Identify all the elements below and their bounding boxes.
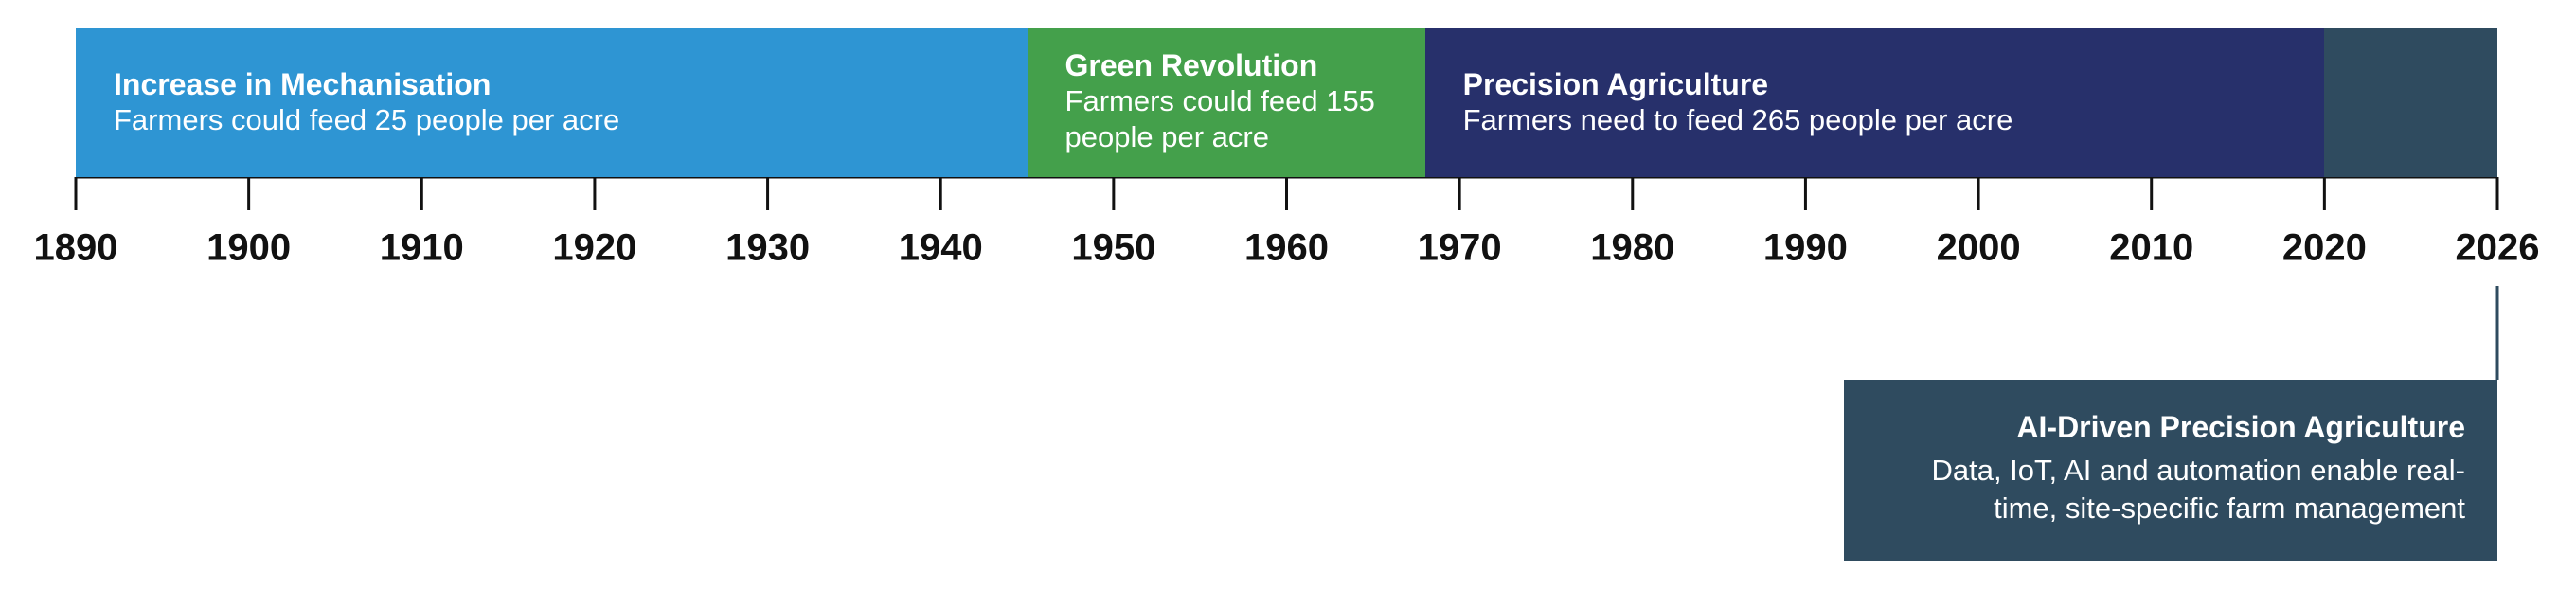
x-tick-label: 2000 bbox=[1937, 227, 2021, 269]
era-title: Green Revolution bbox=[1064, 48, 1318, 82]
x-tick-label: 1920 bbox=[552, 227, 636, 269]
x-tick-label: 1990 bbox=[1763, 227, 1848, 269]
x-tick-label: 1950 bbox=[1071, 227, 1155, 269]
x-tick-label: 2026 bbox=[2456, 227, 2540, 269]
era-text: Farmers could feed 25 people per acre bbox=[114, 103, 620, 136]
era-band bbox=[2324, 28, 2497, 177]
era-title: Increase in Mechanisation bbox=[114, 67, 492, 101]
x-tick-label: 2010 bbox=[2109, 227, 2193, 269]
era-band: Green Revolution Farmers could feed 155 p… bbox=[1027, 28, 1425, 177]
era-band: Increase in Mechanisation Farmers could f… bbox=[76, 28, 1028, 177]
era-text: Farmers could feed 155 people per acre bbox=[1064, 84, 1375, 153]
x-tick-label: 1890 bbox=[34, 227, 118, 269]
callout-box: AI-Driven Precision Agriculture Data, IoT… bbox=[1844, 380, 2497, 561]
x-tick-label: 2020 bbox=[2282, 227, 2367, 269]
era-text: Farmers need to feed 265 people per acre bbox=[1462, 103, 2013, 136]
x-tick-label: 1980 bbox=[1590, 227, 1674, 269]
x-tick-label: 1930 bbox=[725, 227, 810, 269]
x-tick-label: 1900 bbox=[206, 227, 291, 269]
x-tick-label: 1910 bbox=[380, 227, 464, 269]
x-tick-label: 1970 bbox=[1418, 227, 1502, 269]
x-tick-label: 1940 bbox=[899, 227, 983, 269]
era-title: Precision Agriculture bbox=[1462, 67, 1769, 101]
callout-text: Data, IoT, AI and automation enable real… bbox=[1931, 454, 2465, 525]
era-band: Precision Agriculture Farmers need to fee… bbox=[1424, 28, 2325, 177]
x-tick-label: 1960 bbox=[1244, 227, 1329, 269]
callout-title: AI-Driven Precision Agriculture bbox=[2016, 410, 2465, 444]
